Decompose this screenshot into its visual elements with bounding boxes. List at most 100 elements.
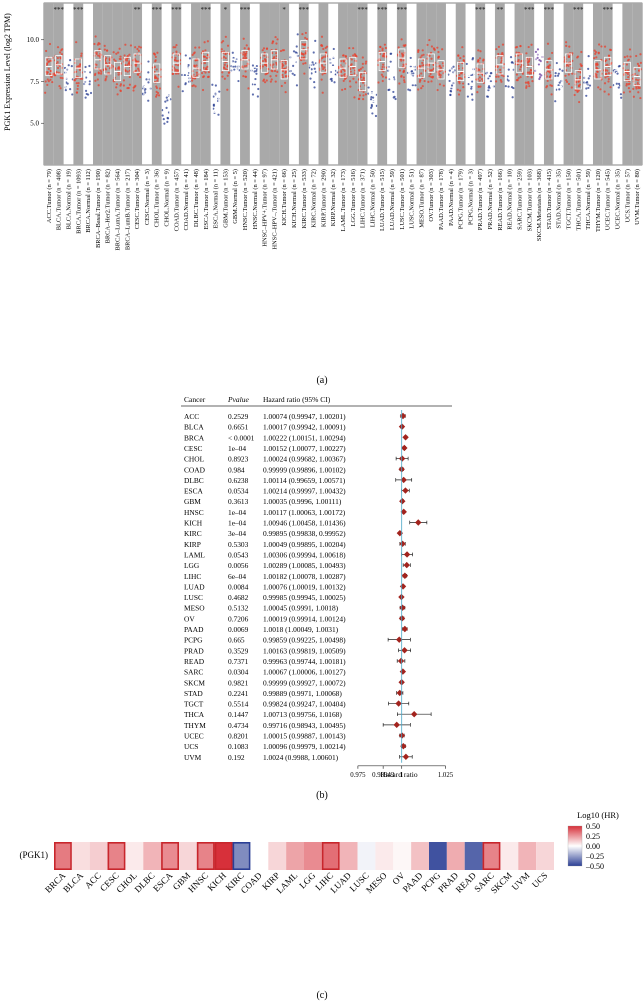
sample-point: [407, 88, 410, 91]
sample-point: [554, 74, 557, 78]
sample-point: [479, 85, 482, 88]
significance-label: ***: [602, 6, 613, 14]
sample-point: [489, 79, 493, 83]
sample-point: [419, 79, 422, 82]
legend-colorbar: [567, 825, 583, 867]
significance-label: ***: [544, 6, 555, 14]
row-cancer: HNSC: [184, 508, 204, 517]
sample-point: [603, 90, 606, 93]
sample-point: [128, 53, 131, 56]
sample-point: [536, 56, 539, 59]
tumor-background: [357, 3, 368, 165]
sample-point: [333, 81, 336, 84]
row-hazard-ratio: 1.00114 (0.99659, 1.00571): [263, 476, 346, 485]
sample-point: [279, 49, 283, 53]
sample-point: [155, 95, 158, 98]
sample-point: [205, 56, 208, 60]
group-label: READ.Tumor (n = 166): [497, 169, 504, 231]
sample-point: [147, 71, 150, 74]
significance-label: ***: [73, 6, 84, 14]
sample-point: [387, 88, 390, 92]
legend-tick-label: 0.25: [586, 832, 600, 841]
sample-point: [312, 63, 315, 66]
sample-point: [98, 42, 101, 45]
x-tick-label: 1.025: [438, 772, 454, 779]
row-cancer: KIRP: [184, 540, 201, 549]
row-hazard-ratio: 1.00074 (0.99947, 1.00201): [263, 412, 346, 421]
sample-point: [117, 51, 120, 54]
group-label: OV.Tumor (n = 303): [428, 169, 435, 222]
sample-point: [420, 54, 423, 57]
heatmap-cell: [446, 842, 465, 870]
sample-point: [548, 71, 551, 74]
sample-point: [403, 80, 406, 84]
sample-point: [524, 81, 528, 84]
sample-point: [452, 65, 455, 68]
row-hazard-ratio: 0.99895 (0.99838, 0.99952): [263, 529, 346, 538]
sample-point: [593, 56, 596, 60]
sample-point: [595, 76, 598, 79]
sample-point: [511, 96, 514, 99]
sample-point: [296, 33, 299, 36]
heatmap-cell: [71, 842, 90, 870]
sample-point: [223, 77, 226, 80]
cancer-label: UVM: [510, 870, 532, 892]
row-hazard-ratio: 0.99999 (0.99896, 1.00102): [263, 465, 346, 474]
sample-point: [301, 33, 304, 36]
panel-c-label: (c): [316, 990, 327, 1001]
row-cancer: UCS: [184, 742, 198, 751]
heatmap-cell: [339, 842, 358, 870]
sample-point: [593, 49, 596, 52]
sample-point: [137, 45, 141, 48]
sample-point: [352, 77, 355, 80]
sample-point: [201, 88, 205, 92]
sample-point: [314, 70, 317, 73]
sample-point: [481, 77, 484, 81]
sample-point: [255, 72, 258, 75]
sample-point: [45, 49, 48, 53]
sample-point: [247, 87, 250, 90]
sample-point: [281, 63, 284, 66]
sample-point: [394, 97, 397, 101]
sample-point: [241, 53, 244, 56]
sample-point: [155, 68, 158, 71]
sample-point: [85, 76, 88, 79]
sample-point: [313, 67, 316, 70]
sample-point: [67, 64, 70, 67]
sample-point: [597, 86, 600, 89]
sample-point: [438, 64, 441, 67]
sample-point: [122, 79, 126, 82]
sample-point: [361, 56, 364, 59]
sample-point: [174, 59, 177, 62]
significant-cell-outline: [214, 841, 233, 870]
sample-point: [276, 70, 279, 73]
tumor-background: [426, 3, 437, 165]
heatmap-cell: [54, 842, 72, 870]
sample-point: [321, 73, 324, 76]
sample-point: [204, 49, 207, 52]
sample-point: [184, 54, 187, 57]
sample-point: [71, 93, 74, 96]
sample-point: [587, 86, 590, 90]
sample-point: [525, 86, 528, 89]
sample-point: [576, 90, 579, 93]
sample-point: [295, 84, 299, 87]
row-pvalue: 3e–04: [228, 529, 246, 538]
sample-point: [139, 75, 142, 79]
sample-point: [507, 79, 510, 82]
sample-point: [46, 71, 49, 74]
sample-point: [436, 46, 439, 49]
group-label: LIHC.Tumor (n = 371): [360, 169, 367, 228]
sample-point: [402, 76, 405, 79]
sample-point: [117, 73, 120, 76]
sample-point: [232, 56, 235, 60]
sample-point: [94, 35, 97, 38]
sample-point: [632, 87, 635, 90]
hr-point: [395, 700, 402, 707]
sample-point: [200, 71, 204, 75]
hr-heatmap: (PGK1) BRCABLCAACCCESCCHOLDLBCESCAGBMHNS…: [20, 810, 620, 1001]
group-label: HNSC–HPV+.Tumor (n = 97): [262, 169, 269, 247]
sample-point: [164, 100, 167, 103]
row-hazard-ratio: 1.00049 (0.99895, 1.00204): [263, 540, 346, 549]
sample-point: [147, 99, 150, 102]
